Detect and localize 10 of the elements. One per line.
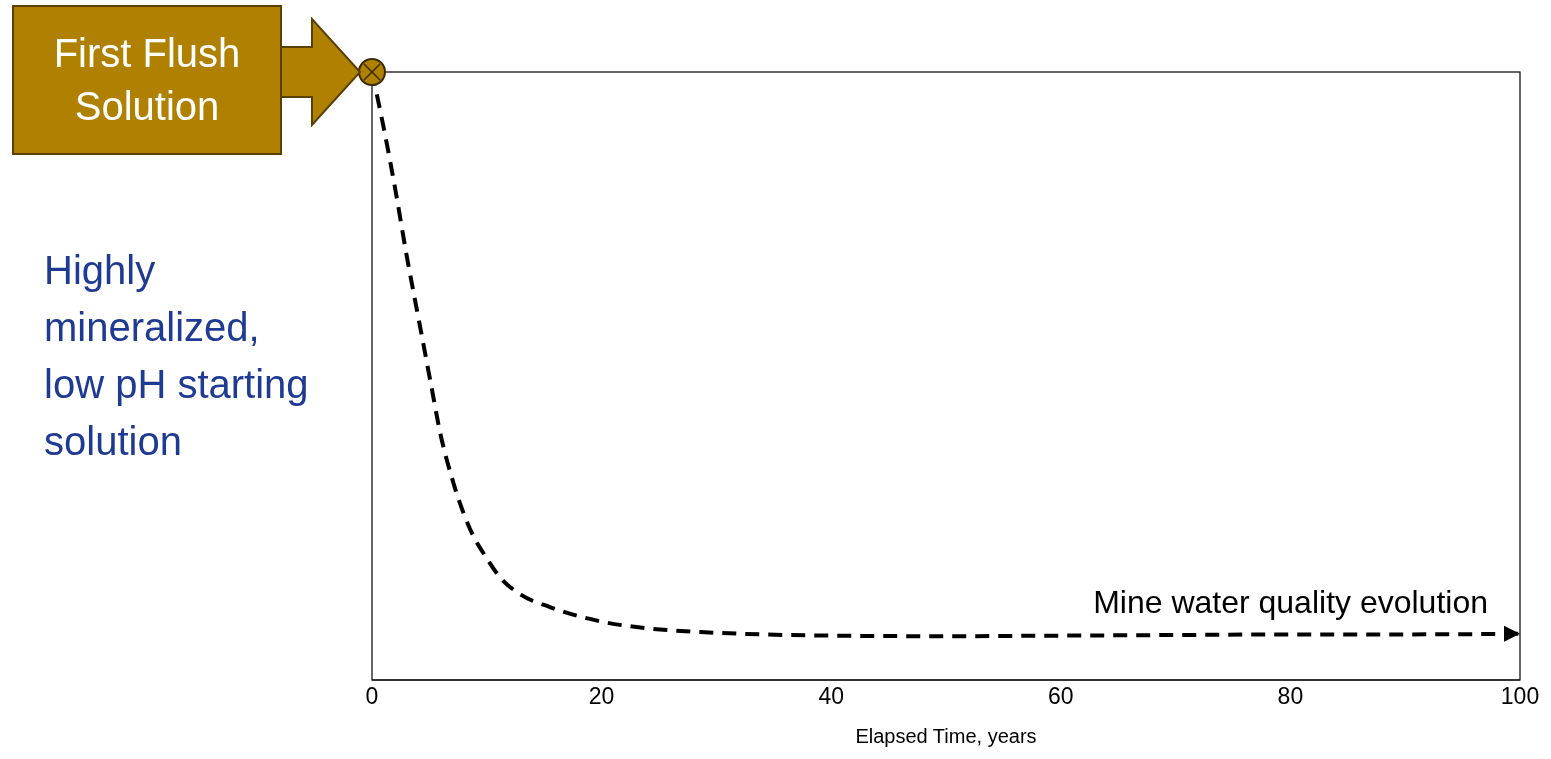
x-tick-label: 20 [588, 683, 615, 710]
x-tick-label: 60 [1048, 683, 1074, 710]
x-tick-label: 80 [1277, 683, 1304, 710]
x-tick-label: 40 [818, 683, 844, 710]
text: First Flush Solution [52, 30, 242, 130]
annotation: Mine water quality evolution [1093, 583, 1488, 621]
x-tick-label: 0 [365, 683, 379, 710]
x-axis-title: Elapsed Time, years [855, 725, 1037, 747]
x-tick-label: 100 [1500, 683, 1540, 710]
text: Highly mineralized, low pH starting solution [44, 247, 310, 465]
